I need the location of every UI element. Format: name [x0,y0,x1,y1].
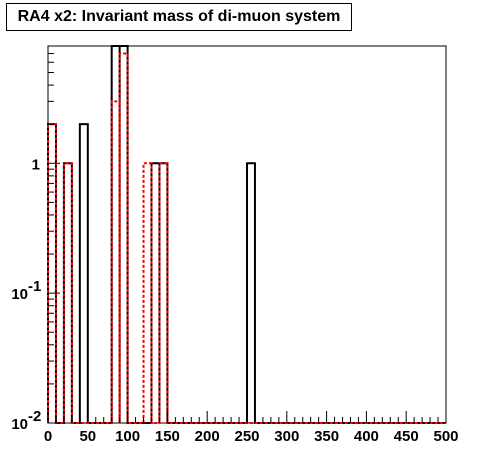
x-tick-label: 400 [354,428,379,445]
series-1-bin-8 [247,163,255,423]
chart-title: RA4 x2: Invariant mass of di-muon system [17,8,341,25]
x-tick-label: 500 [433,428,458,445]
x-tick-label: 300 [274,428,299,445]
x-tick-label: 200 [195,428,220,445]
x-tick-label: 450 [394,428,419,445]
series-2-outline [47,52,446,424]
series-1-bin-3 [80,124,88,423]
y-tick-label: 10 [11,286,28,303]
series-1-bin-4 [112,46,120,423]
y-tick-exponent: -2 [28,408,41,425]
series-1-bin-7 [159,163,167,423]
y-axis: 110-110-2 [11,45,60,433]
series-1-bin-6 [151,163,159,423]
x-tick-label: 350 [314,428,339,445]
series-1-bin-5 [120,46,128,423]
series-2-bin-3 [112,101,120,423]
y-tick-label: 10 [11,416,28,433]
series-1-outline [47,45,446,424]
x-tick-label: 50 [79,428,96,445]
series-2-bin-5 [144,163,152,423]
y-tick-exponent: -1 [28,278,41,295]
series-layer [47,45,446,424]
chart-title-box: RA4 x2: Invariant mass of di-muon system [6,3,352,31]
y-tick-label: 1 [32,156,40,173]
series-2-bin-2 [64,163,72,423]
x-tick-label: 150 [155,428,180,445]
x-tick-label: 250 [234,428,259,445]
series-2-bin-4 [120,54,128,423]
x-tick-label: 100 [115,428,140,445]
x-axis: 0 50 100 150 200 250 300 350 400 450 500 [44,411,459,445]
series-2-bin-6 [159,163,167,423]
series-1-bin-2 [64,163,72,423]
x-tick-label: 0 [44,428,52,445]
